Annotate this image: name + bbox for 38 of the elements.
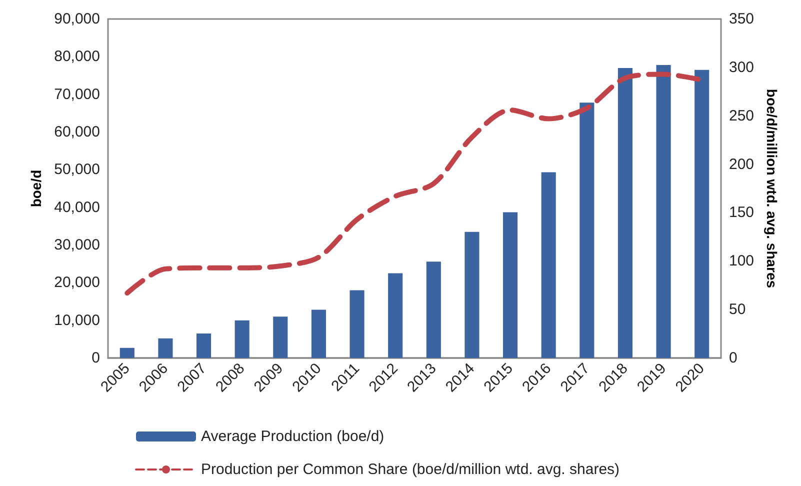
y2-axis-title: boe/d/million wtd. avg. shares xyxy=(764,88,780,288)
bar xyxy=(234,320,250,358)
bar xyxy=(580,102,594,358)
bar xyxy=(694,70,710,358)
bar xyxy=(426,262,441,358)
y-tick-label: 20,000 xyxy=(54,274,100,292)
y-axis-title: boe/d xyxy=(28,170,44,208)
y2-tick-label: 0 xyxy=(729,350,738,366)
bar xyxy=(541,172,556,358)
bar xyxy=(311,310,326,358)
bar xyxy=(196,334,212,358)
y-tick-label: 50,000 xyxy=(54,161,100,178)
y-tick-label: 80,000 xyxy=(54,48,100,66)
y-tick-label: 10,000 xyxy=(54,312,100,329)
bar xyxy=(350,290,364,358)
y-tick-label: 70,000 xyxy=(54,86,100,103)
bar xyxy=(273,316,288,358)
y-tick-label: 40,000 xyxy=(54,198,100,216)
y2-tick-label: 150 xyxy=(729,204,754,222)
bar xyxy=(656,64,671,358)
bar xyxy=(388,273,403,358)
bar xyxy=(158,338,173,358)
bar xyxy=(464,232,480,358)
y2-tick-label: 350 xyxy=(729,10,754,28)
bar xyxy=(503,212,518,358)
y2-tick-label: 250 xyxy=(729,107,754,124)
y-tick-label: 0 xyxy=(92,350,100,366)
y-tick-label: 90,000 xyxy=(54,10,100,28)
y2-tick-label: 100 xyxy=(729,252,754,270)
y-tick-label: 30,000 xyxy=(54,236,100,254)
legend-label: Average Production (boe/d) xyxy=(201,428,384,445)
legend-label: Production per Common Share (boe/d/million wtd. avg. shares) xyxy=(201,461,620,478)
y-tick-label: 60,000 xyxy=(54,124,100,140)
y2-tick-label: 300 xyxy=(729,58,754,76)
y2-tick-label: 200 xyxy=(729,156,754,173)
y2-tick-label: 50 xyxy=(729,301,746,318)
bar xyxy=(618,68,632,358)
bar xyxy=(120,348,134,358)
